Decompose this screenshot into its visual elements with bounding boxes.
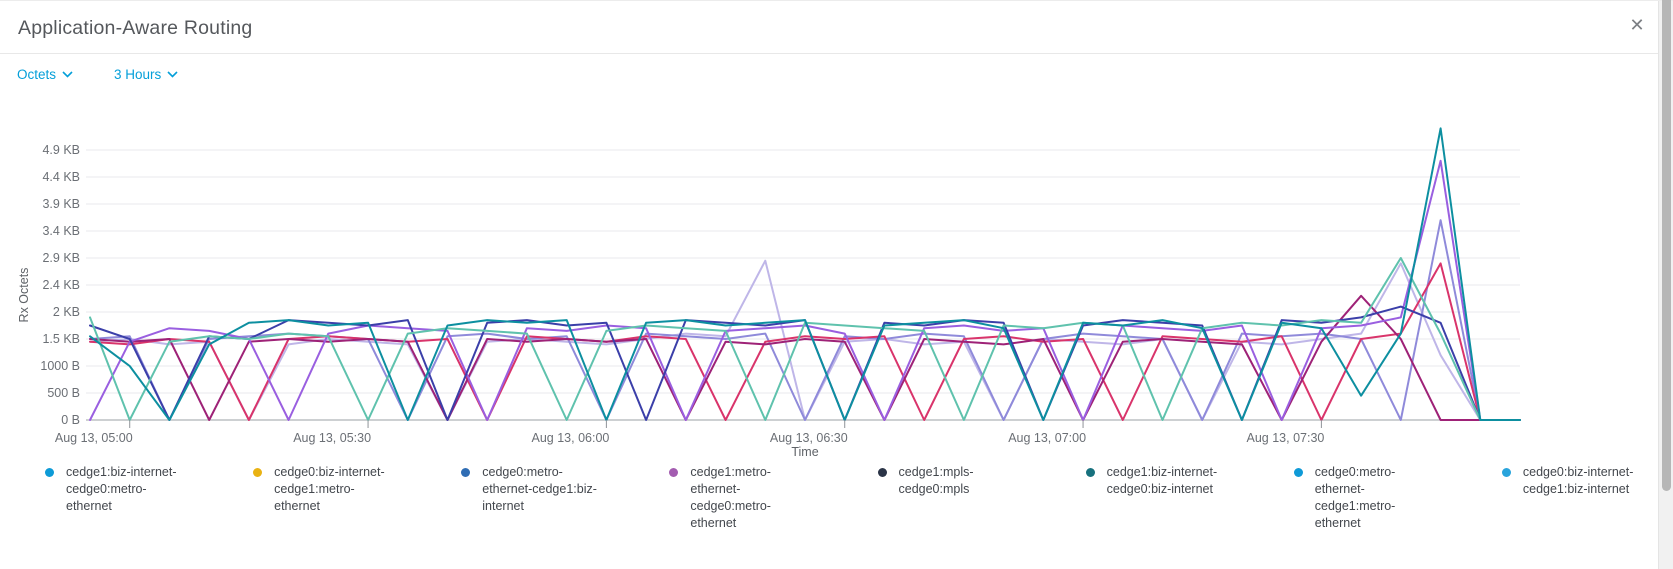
legend-item[interactable]: cedge0:metro-ethernet-cedge1:biz-interne… [461, 464, 602, 515]
time-range-dropdown[interactable]: 3 Hours [114, 67, 178, 82]
x-axis-tick-label: Aug 13, 07:00 [1008, 431, 1086, 445]
y-axis-tick-label: 2.9 KB [42, 251, 80, 265]
y-axis-tick-label: 500 B [47, 386, 80, 400]
x-axis-tick-label: Aug 13, 06:00 [532, 431, 610, 445]
line-chart: 0 B 500 B 1000 B 1.5 KB 2 KB 2.4 KB 2.9 KB 3.4 … [17, 127, 1521, 459]
y-axis-title: Rx Octets [17, 268, 31, 323]
y-axis-tick-label: 4.9 KB [42, 143, 80, 157]
vertical-scrollbar[interactable] [1658, 0, 1673, 569]
close-button[interactable]: ✕ [1625, 13, 1649, 37]
time-range-dropdown-label: 3 Hours [114, 67, 162, 82]
legend-dot-icon [1085, 468, 1095, 477]
legend-item[interactable]: cedge1:mpls-cedge0:mpls [877, 464, 1019, 498]
y-axis-tick-label: 3.9 KB [42, 197, 80, 211]
x-axis-tick-label: Aug 13, 07:30 [1247, 431, 1325, 445]
legend-label: cedge1:mpls-cedge0:mpls [898, 465, 974, 496]
metric-dropdown-label: Octets [17, 67, 57, 82]
y-axis-tick-label: 3.4 KB [42, 224, 80, 238]
legend-label: cedge1:biz-internet-cedge0:biz-internet [1106, 465, 1218, 496]
x-axis-tick-label: Aug 13, 06:30 [770, 431, 848, 445]
chart-legend: cedge1:biz-internet-cedge0:metro-etherne… [0, 460, 1673, 532]
legend-item[interactable]: cedge1:metro-ethernet-cedge0:metro-ether… [669, 464, 810, 532]
y-axis-tick-label: 0 B [61, 413, 80, 427]
scrollbar-thumb[interactable] [1661, 0, 1671, 491]
chart-series-lines[interactable] [89, 127, 1521, 421]
x-axis-title: Time [791, 445, 818, 459]
chevron-down-icon [167, 71, 178, 78]
legend-label: cedge0:biz-internet-cedge1:metro-etherne… [274, 465, 385, 513]
y-axis-tick-label: 1000 B [40, 359, 80, 373]
panel-header: Application-Aware Routing [0, 1, 1673, 54]
chevron-down-icon [62, 71, 73, 78]
x-axis-tick-label: Aug 13, 05:00 [55, 431, 133, 445]
legend-item[interactable]: cedge1:biz-internet-cedge0:biz-internet [1085, 464, 1227, 498]
x-axis-tick-label: Aug 13, 05:30 [293, 431, 371, 445]
legend-dot-icon [877, 468, 887, 477]
series-line[interactable] [89, 159, 1521, 421]
legend-item[interactable]: cedge0:metro-ethernet-cedge1:metro-ether… [1293, 464, 1435, 532]
legend-item[interactable]: cedge0:biz-internet-cedge1:biz-internet [1501, 464, 1643, 498]
legend-label: cedge0:metro-ethernet-cedge1:metro-ether… [1314, 465, 1396, 530]
y-axis-tick-label: 4.4 KB [42, 170, 80, 184]
y-axis-tick-label: 1.5 KB [42, 332, 80, 346]
legend-label: cedge1:biz-internet-cedge0:metro-etherne… [66, 465, 177, 513]
legend-label: cedge0:biz-internet-cedge1:biz-internet [1522, 465, 1634, 496]
chart-axes: 0 B 500 B 1000 B 1.5 KB 2 KB 2.4 KB 2.9 KB 3.4 … [40, 143, 1324, 445]
legend-label: cedge1:metro-ethernet-cedge0:metro-ether… [690, 465, 771, 530]
legend-item[interactable]: cedge0:biz-internet-cedge1:metro-etherne… [253, 464, 394, 515]
legend-dot-icon [253, 468, 263, 477]
chart-gridlines [86, 149, 1520, 421]
close-icon: ✕ [1629, 15, 1645, 35]
series-line[interactable] [89, 294, 1521, 421]
legend-dot-icon [1501, 468, 1511, 477]
filter-bar: Octets 3 Hours [0, 54, 1673, 82]
legend-dot-icon [669, 468, 679, 477]
y-axis-tick-label: 2.4 KB [42, 278, 80, 292]
legend-label: cedge0:metro-ethernet-cedge1:biz-interne… [482, 465, 597, 513]
metric-dropdown[interactable]: Octets [17, 67, 73, 82]
series-line[interactable] [89, 127, 1521, 421]
legend-dot-icon [461, 468, 471, 477]
legend-dot-icon [45, 468, 54, 477]
legend-dot-icon [1293, 468, 1303, 477]
legend-item[interactable]: cedge1:biz-internet-cedge0:metro-etherne… [45, 464, 186, 515]
y-axis-tick-label: 2 KB [53, 305, 80, 319]
page-title: Application-Aware Routing [18, 17, 253, 39]
chart-area: 0 B 500 B 1000 B 1.5 KB 2 KB 2.4 KB 2.9 KB 3.4 … [0, 100, 1673, 460]
